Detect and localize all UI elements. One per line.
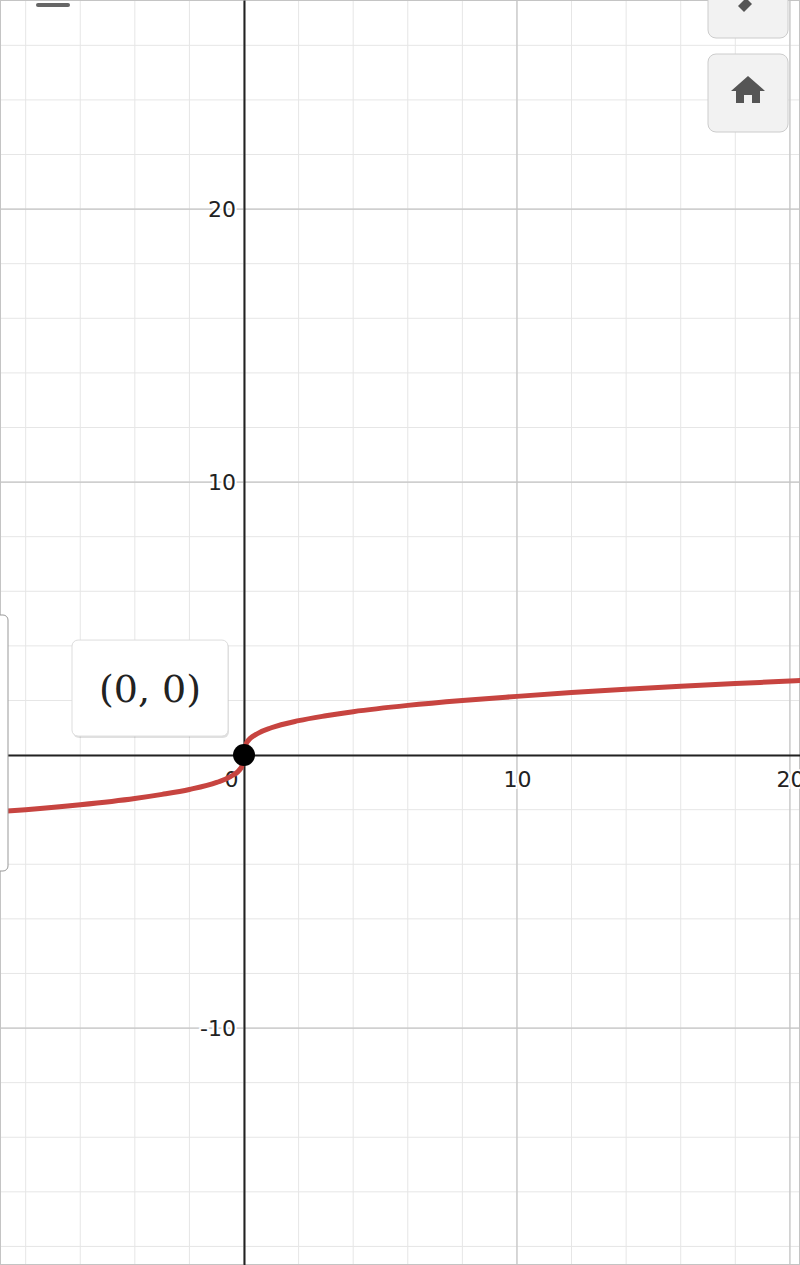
minor-grid-line [0, 263, 800, 264]
label-box [72, 640, 228, 736]
edit-button[interactable] [708, 0, 788, 38]
minor-grid-line [298, 0, 299, 1265]
tick: 10 [503, 755, 531, 792]
tick-label: -10 [200, 1016, 236, 1041]
axis-line [1, 755, 800, 757]
minor-grid-line [0, 864, 800, 865]
axis-line [244, 1, 246, 1265]
minor-grid-line [0, 99, 800, 100]
minor-grid-line [0, 1246, 800, 1247]
home-icon [731, 76, 765, 103]
point[interactable] [233, 744, 255, 766]
major-grid-line [516, 0, 517, 1265]
minor-grid-line [0, 1028, 800, 1029]
tick-label: 20 [776, 767, 800, 792]
minor-grid-line [353, 0, 354, 1265]
chart: 01020-101020(0, 0) [0, 0, 800, 1265]
minor-grid-line [0, 45, 800, 46]
minor-grid-line [571, 0, 572, 1265]
minor-grid-line [0, 973, 800, 974]
ui [0, 0, 788, 871]
minor-grid-line [626, 0, 627, 1265]
minor-grid-line [0, 1137, 800, 1138]
major-grid-line [789, 0, 790, 1265]
minor-grid-line [80, 0, 81, 1265]
minor-grid-line [0, 1191, 800, 1192]
minor-grid-line [0, 918, 800, 919]
minor-grid-line [789, 0, 790, 1265]
minor-grid-line [0, 372, 800, 373]
minor-grid-line [0, 755, 800, 756]
major-grid-line [243, 0, 244, 1265]
minimize-icon[interactable] [36, 3, 70, 7]
home-button[interactable] [708, 54, 788, 132]
major-grid-line [0, 209, 800, 210]
point-label: (0, 0) [72, 640, 229, 738]
major-grid-line [0, 481, 800, 482]
tick: -10 [200, 1016, 244, 1041]
edit-icon [738, 0, 752, 12]
major-grid-line [0, 1027, 800, 1028]
plot-frame [1, 1, 800, 1265]
minor-grid-line [25, 0, 26, 1265]
x-axis: 01020 [1, 755, 800, 792]
minor-grid-line [0, 154, 800, 155]
grid [0, 0, 800, 1265]
minor-grid-line [244, 0, 245, 1265]
tick: 20 [776, 755, 800, 792]
minor-grid-line [407, 0, 408, 1265]
minor-grid-line [0, 209, 800, 210]
minor-grid-line [735, 0, 736, 1265]
minor-grid-line [0, 427, 800, 428]
tick: 20 [208, 197, 244, 222]
minor-grid-line [0, 536, 800, 537]
tick-label: 10 [503, 767, 531, 792]
minor-grid-line [0, 591, 800, 592]
tick: 10 [208, 470, 244, 495]
minor-grid-line [0, 809, 800, 810]
minor-grid-line [516, 0, 517, 1265]
y-axis: -10 10 20 [200, 1, 244, 1265]
minor-grid-line [0, 318, 800, 319]
minor-grid-line [680, 0, 681, 1265]
tick-label: 20 [208, 197, 236, 222]
minor-grid-line [0, 1082, 800, 1083]
side-panel-edge[interactable] [0, 615, 8, 871]
tick-label: 10 [208, 470, 236, 495]
minor-grid-line [189, 0, 190, 1265]
minor-grid-line [0, 482, 800, 483]
annotation: (0, 0) [99, 667, 201, 711]
minor-grid-line [462, 0, 463, 1265]
minor-grid-line [134, 0, 135, 1265]
